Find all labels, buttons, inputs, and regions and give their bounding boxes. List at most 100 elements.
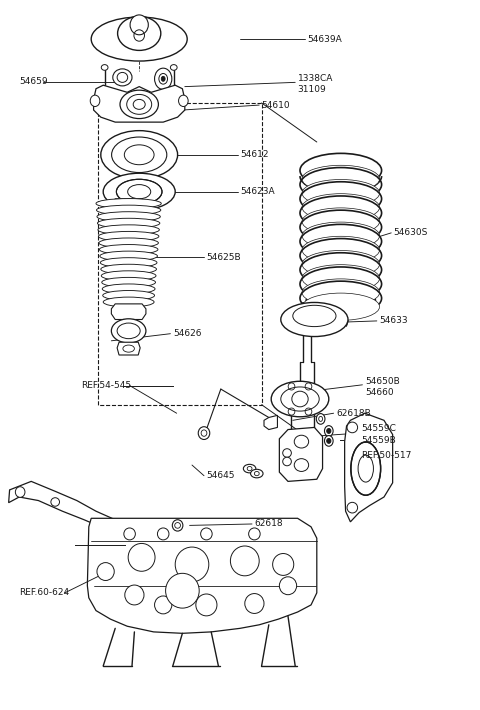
Text: 62618B: 62618B (336, 409, 371, 417)
Ellipse shape (99, 244, 158, 254)
Ellipse shape (103, 290, 155, 300)
Ellipse shape (130, 15, 148, 35)
Text: 54626: 54626 (173, 329, 201, 338)
Ellipse shape (245, 594, 264, 613)
Ellipse shape (351, 442, 381, 496)
Ellipse shape (172, 520, 183, 531)
Ellipse shape (97, 562, 114, 581)
Ellipse shape (103, 297, 154, 307)
Ellipse shape (124, 145, 154, 165)
Text: REF.50-517: REF.50-517 (361, 452, 411, 460)
Ellipse shape (128, 543, 155, 572)
Ellipse shape (166, 574, 199, 608)
Ellipse shape (102, 284, 155, 294)
Ellipse shape (347, 503, 358, 513)
Text: 54610: 54610 (262, 101, 290, 109)
Ellipse shape (179, 95, 188, 106)
Ellipse shape (97, 212, 160, 222)
Ellipse shape (100, 258, 157, 268)
Ellipse shape (281, 302, 348, 337)
Ellipse shape (97, 218, 160, 228)
Ellipse shape (118, 16, 161, 50)
Text: 54650B
54660: 54650B 54660 (365, 377, 399, 397)
Text: 54639A: 54639A (307, 35, 342, 43)
Ellipse shape (251, 469, 263, 478)
Text: 54659: 54659 (19, 77, 48, 86)
Ellipse shape (249, 528, 260, 540)
Text: 54645: 54645 (206, 471, 235, 480)
Text: 1338CA
31109: 1338CA 31109 (298, 74, 333, 94)
Ellipse shape (101, 65, 108, 70)
Ellipse shape (116, 180, 162, 204)
Text: 62618: 62618 (254, 520, 283, 528)
Ellipse shape (113, 69, 132, 86)
Ellipse shape (175, 547, 209, 582)
Polygon shape (279, 427, 323, 481)
Ellipse shape (111, 319, 146, 343)
Ellipse shape (170, 65, 177, 70)
Ellipse shape (316, 413, 325, 425)
Text: 54612: 54612 (240, 151, 268, 159)
Ellipse shape (302, 251, 380, 278)
Ellipse shape (98, 231, 159, 241)
Ellipse shape (302, 180, 380, 207)
Polygon shape (9, 481, 125, 534)
Polygon shape (345, 413, 393, 522)
Ellipse shape (99, 238, 158, 248)
Polygon shape (264, 415, 277, 430)
Ellipse shape (102, 278, 156, 288)
Ellipse shape (302, 165, 380, 192)
Polygon shape (111, 304, 146, 320)
Ellipse shape (324, 436, 333, 447)
Ellipse shape (124, 528, 135, 540)
Ellipse shape (91, 17, 187, 61)
Ellipse shape (101, 264, 156, 274)
Ellipse shape (198, 427, 210, 439)
Text: 54623A: 54623A (240, 187, 275, 196)
Ellipse shape (243, 464, 256, 473)
Polygon shape (113, 199, 144, 211)
Ellipse shape (302, 208, 380, 235)
Text: 54633: 54633 (379, 317, 408, 325)
Ellipse shape (347, 422, 358, 432)
Ellipse shape (302, 222, 380, 249)
Text: 54559C
54559B: 54559C 54559B (361, 425, 396, 444)
Polygon shape (117, 342, 140, 355)
Ellipse shape (103, 173, 175, 210)
Ellipse shape (302, 293, 380, 320)
Text: 54630S: 54630S (394, 229, 428, 237)
Ellipse shape (155, 596, 172, 614)
Ellipse shape (15, 487, 25, 497)
Ellipse shape (155, 68, 172, 89)
Ellipse shape (100, 251, 157, 261)
Ellipse shape (302, 236, 380, 263)
Ellipse shape (90, 95, 100, 106)
Ellipse shape (157, 528, 169, 540)
Ellipse shape (230, 546, 259, 576)
Polygon shape (94, 85, 185, 122)
Ellipse shape (302, 265, 380, 292)
Ellipse shape (302, 194, 380, 221)
Ellipse shape (98, 225, 159, 235)
Polygon shape (87, 518, 317, 633)
Ellipse shape (196, 594, 217, 616)
Ellipse shape (101, 131, 178, 179)
Ellipse shape (279, 577, 297, 595)
Ellipse shape (96, 199, 161, 209)
Ellipse shape (326, 428, 331, 433)
Ellipse shape (125, 585, 144, 605)
Ellipse shape (201, 528, 212, 540)
Ellipse shape (326, 438, 331, 443)
Ellipse shape (96, 205, 161, 215)
Ellipse shape (302, 279, 380, 306)
Ellipse shape (161, 76, 165, 81)
Ellipse shape (101, 271, 156, 280)
Ellipse shape (324, 425, 333, 436)
Ellipse shape (273, 554, 294, 575)
Ellipse shape (283, 449, 291, 457)
Ellipse shape (271, 381, 329, 417)
Ellipse shape (120, 90, 158, 119)
Ellipse shape (283, 457, 291, 466)
Text: REF.60-624: REF.60-624 (19, 589, 69, 597)
Text: REF.54-545: REF.54-545 (82, 381, 132, 390)
